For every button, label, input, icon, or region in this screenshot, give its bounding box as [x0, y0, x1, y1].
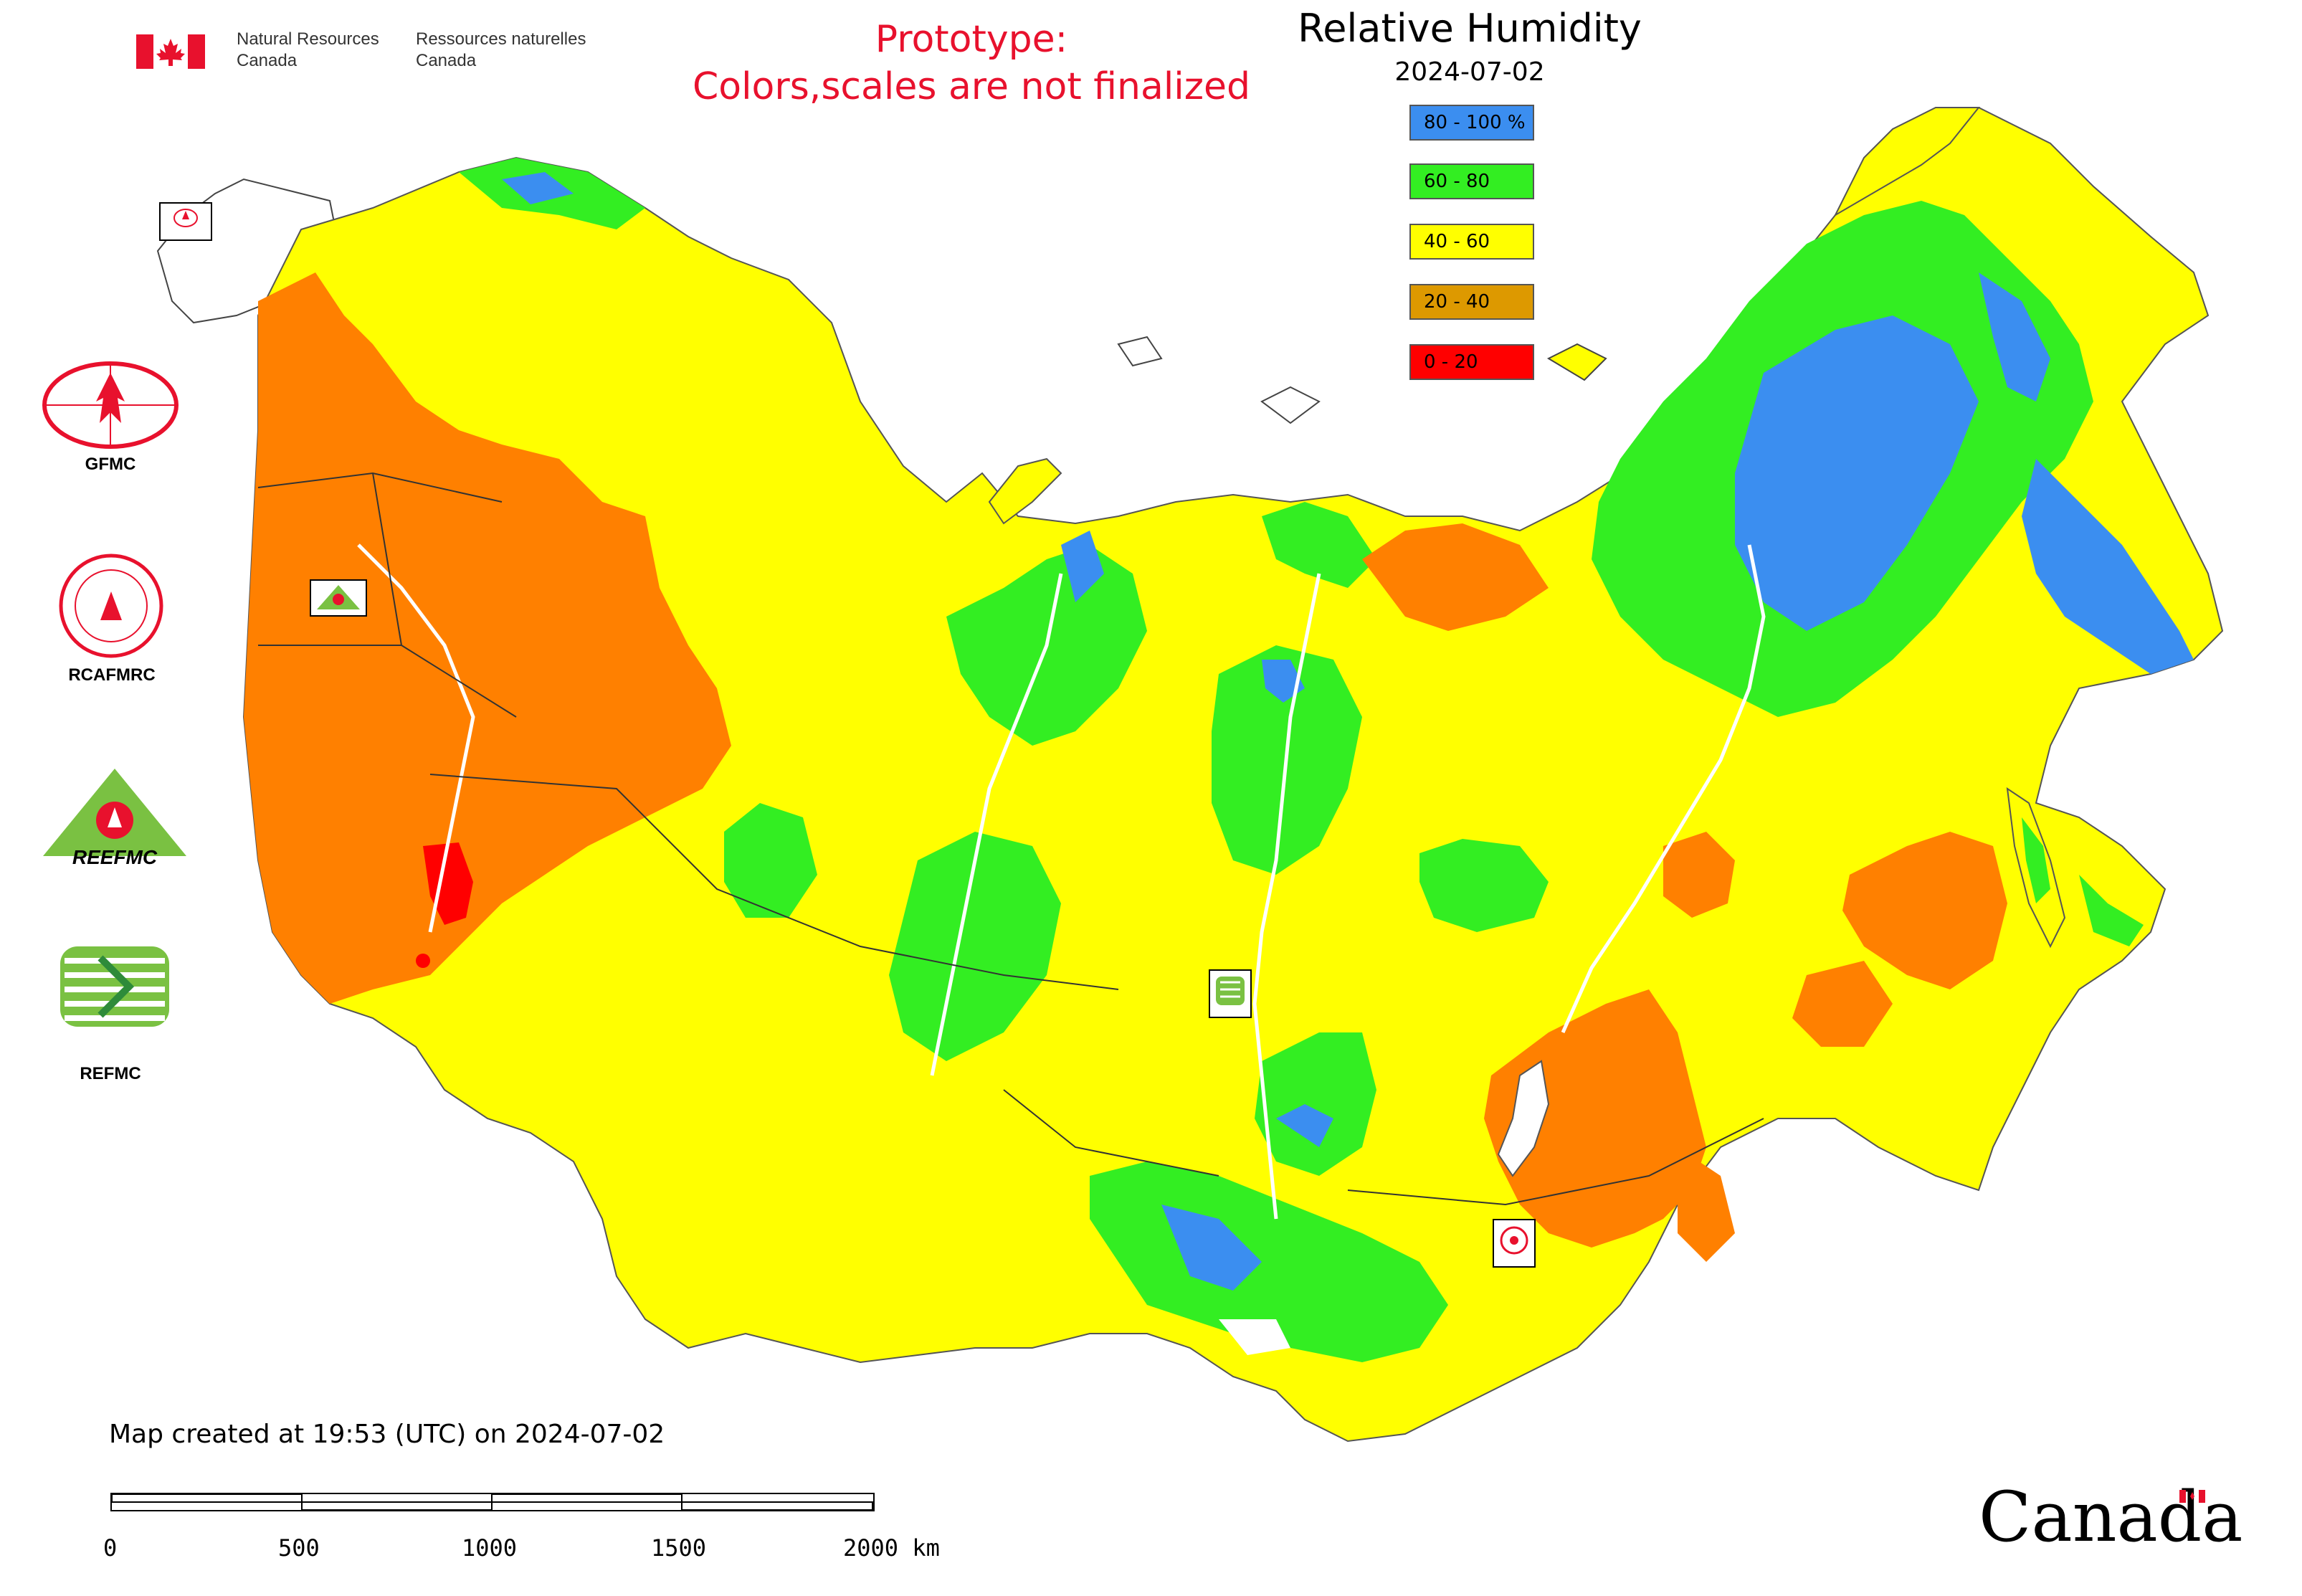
canada-wordmark: Canada: [1979, 1477, 2243, 1557]
org-name-fr: Ressources naturelles Canada: [416, 29, 586, 72]
gfmc-logo[interactable]: [39, 358, 182, 452]
gfmc-label: GFMC: [85, 455, 136, 474]
scale-label-1000: 1000: [462, 1534, 518, 1562]
reefmc-logo[interactable]: [36, 763, 194, 863]
scale-label-2000: 2000 km: [843, 1534, 940, 1562]
legend-item-0-20: 0 - 20: [1409, 344, 1534, 380]
region-chukotka: [1833, 107, 1981, 217]
prototype-notice: Prototype: Colors,scales are not finaliz…: [574, 16, 1369, 110]
lake-baikal: [1497, 1060, 1550, 1177]
wordmark-flag-icon: [2179, 1490, 2205, 1503]
rcafmrc-logo[interactable]: [57, 552, 165, 660]
refmc-label: REFMC: [80, 1064, 141, 1083]
region-dry-taimyr: [1362, 523, 1549, 631]
org-name-en: Natural Resources Canada: [237, 29, 379, 72]
river-yenisei: [1252, 573, 1321, 1220]
map-created-note: Map created at 19:53 (UTC) on 2024-07-02: [109, 1420, 665, 1449]
legend-item-20-40: 20 - 40: [1409, 284, 1534, 320]
map-marker-rcafmrc[interactable]: [1493, 1219, 1536, 1268]
map-marker-refmc[interactable]: [1209, 969, 1252, 1018]
scale-label-1500: 1500: [651, 1534, 707, 1562]
legend-item-80-100: 80 - 100 %: [1409, 105, 1534, 141]
region-dry-west: [244, 272, 731, 1004]
map-marker-reefmc[interactable]: [310, 579, 367, 617]
map-title: Relative Humidity: [1298, 6, 1642, 51]
river-volga: [357, 543, 475, 933]
org-name-en-line1: Natural Resources: [237, 29, 379, 49]
org-name-en-line2: Canada: [237, 51, 298, 70]
map-date: 2024-07-02: [1394, 57, 1545, 87]
map-marker-gfmc[interactable]: [159, 202, 212, 241]
region-dry-far-east: [1842, 832, 2007, 989]
region-very-humid-east-siberia: [1735, 315, 1979, 631]
refmc-logo[interactable]: [57, 944, 172, 1030]
canada-flag-icon: [136, 34, 205, 69]
reefmc-logo-text: REEFMC: [72, 846, 158, 868]
prototype-notice-line2: Colors,scales are not finalized: [692, 65, 1251, 108]
legend-item-60-80: 60 - 80: [1409, 163, 1534, 199]
river-ob: [930, 573, 1063, 1076]
novaya-zemlya: [988, 457, 1062, 525]
scale-label-500: 500: [278, 1534, 320, 1562]
region-dry-transbaikal: [1484, 989, 1706, 1248]
org-name-fr-line1: Ressources naturelles: [416, 29, 586, 49]
region-very-humid-okhotsk-coast: [2022, 459, 2194, 674]
river-lena: [1561, 544, 1766, 1034]
scale-bar: [110, 1493, 875, 1511]
org-name-fr-line2: Canada: [416, 51, 477, 70]
prototype-notice-line1: Prototype:: [875, 18, 1068, 61]
rcafmrc-label: RCAFMRC: [68, 665, 156, 685]
legend-item-40-60: 40 - 60: [1409, 224, 1534, 260]
region-humid-taimyr: [1262, 502, 1376, 588]
scale-label-0: 0: [103, 1534, 118, 1562]
